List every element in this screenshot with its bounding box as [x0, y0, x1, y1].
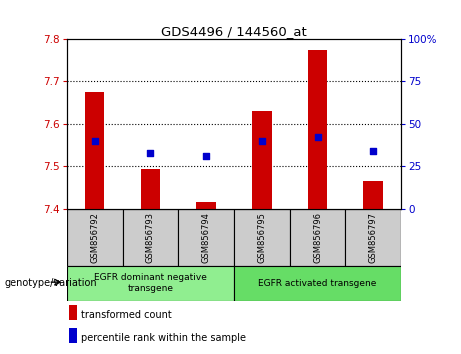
Bar [85, 92, 105, 209]
Text: percentile rank within the sample: percentile rank within the sample [81, 333, 246, 343]
Bar [290, 209, 345, 266]
Text: GSM856792: GSM856792 [90, 212, 99, 263]
Point [258, 138, 266, 144]
Text: GSM856795: GSM856795 [257, 212, 266, 263]
Text: transformed count: transformed count [81, 310, 171, 320]
Point [202, 153, 210, 159]
Point [147, 150, 154, 156]
Bar [196, 202, 216, 209]
Bar [345, 209, 401, 266]
Text: genotype/variation: genotype/variation [5, 278, 97, 288]
Text: GSM856793: GSM856793 [146, 212, 155, 263]
Text: GSM856794: GSM856794 [201, 212, 211, 263]
Bar [123, 209, 178, 266]
Text: EGFR dominant negative
transgene: EGFR dominant negative transgene [94, 274, 207, 293]
Bar [178, 209, 234, 266]
Bar [234, 266, 401, 301]
Point [314, 135, 321, 140]
Text: GSM856796: GSM856796 [313, 212, 322, 263]
Bar [252, 111, 272, 209]
Bar [141, 169, 160, 209]
Point [370, 148, 377, 154]
Bar [67, 209, 123, 266]
Bar [67, 266, 234, 301]
Text: EGFR activated transgene: EGFR activated transgene [258, 279, 377, 288]
Text: GSM856797: GSM856797 [369, 212, 378, 263]
Title: GDS4496 / 144560_at: GDS4496 / 144560_at [161, 25, 307, 38]
Bar [363, 181, 383, 209]
Bar [308, 50, 327, 209]
Bar [234, 209, 290, 266]
Point [91, 138, 98, 144]
